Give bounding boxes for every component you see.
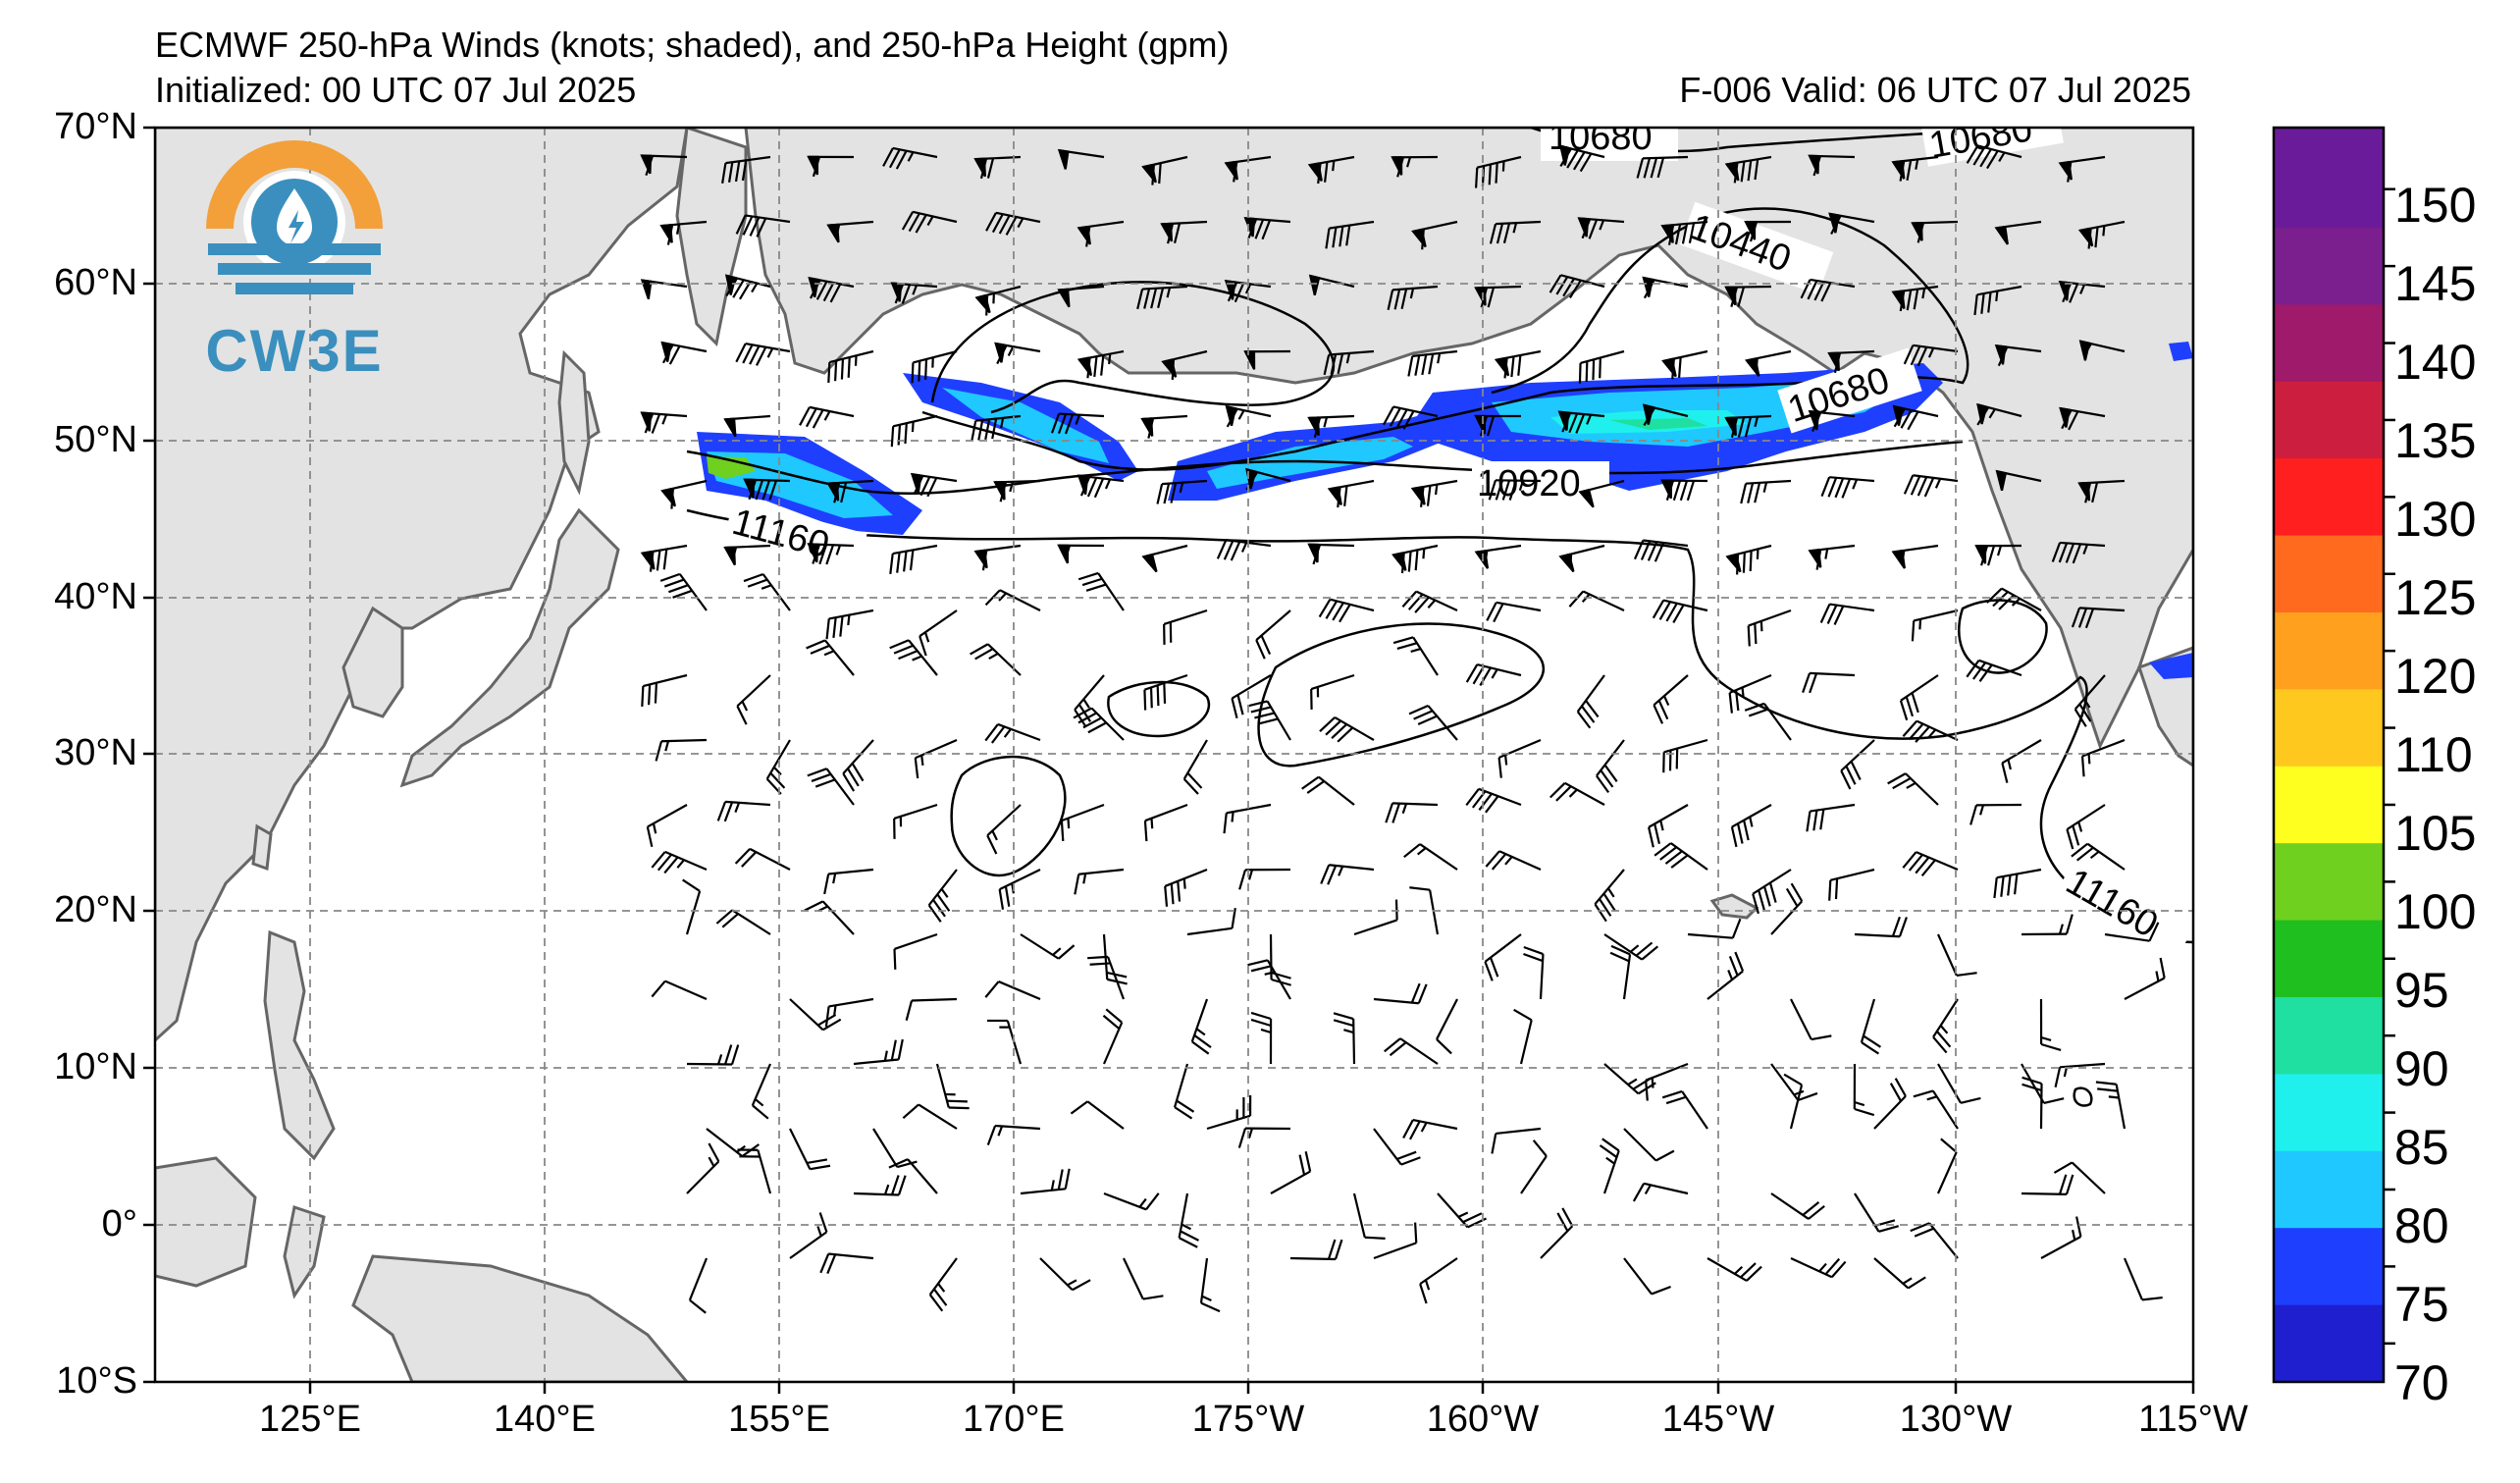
colorbar-label: 150 — [2394, 177, 2476, 234]
colorbar-swatch — [2274, 536, 2384, 613]
lon-label: 145°W — [1620, 1399, 1816, 1441]
lon-label: 155°E — [681, 1399, 877, 1441]
cw3e-logo: CW3E — [167, 116, 422, 381]
colorbar-swatch — [2274, 228, 2384, 305]
colorbar-label: 130 — [2394, 491, 2476, 548]
lat-label: 0° — [0, 1203, 137, 1245]
logo-text: CW3E — [167, 317, 422, 385]
lon-label: 125°E — [212, 1399, 408, 1441]
lat-label: 60°N — [0, 262, 137, 304]
lon-label: 175°W — [1150, 1399, 1346, 1441]
colorbar-swatch — [2274, 304, 2384, 382]
cw3e-water-drop-logo-icon — [167, 116, 422, 322]
colorbar-label: 75 — [2394, 1276, 2449, 1333]
lon-label: 130°W — [1858, 1399, 2054, 1441]
colorbar-swatch — [2274, 612, 2384, 690]
lat-label: 40°N — [0, 576, 137, 618]
colorbar-label: 135 — [2394, 412, 2476, 469]
colorbar-swatch — [2274, 1151, 2384, 1229]
colorbar-label: 70 — [2394, 1354, 2449, 1411]
lat-label: 20°N — [0, 889, 137, 931]
colorbar-swatch — [2274, 997, 2384, 1075]
colorbar-swatch — [2274, 843, 2384, 921]
colorbar-label: 80 — [2394, 1197, 2449, 1254]
colorbar-swatch — [2274, 151, 2384, 229]
colorbar-swatch — [2274, 767, 2384, 844]
lon-label: 160°W — [1385, 1399, 1581, 1441]
colorbar-swatch — [2274, 382, 2384, 459]
colorbar-swatch — [2274, 689, 2384, 767]
colorbar — [2274, 128, 2395, 1383]
taiwan-landmass — [253, 826, 271, 869]
colorbar-swatch — [2274, 1074, 2384, 1151]
colorbar-swatch — [2274, 1305, 2384, 1383]
colorbar-label: 105 — [2394, 805, 2476, 862]
colorbar-swatch — [2274, 921, 2384, 998]
lat-label: 30°N — [0, 732, 137, 774]
colorbar-swatch — [2274, 1228, 2384, 1305]
colorbar-label: 110 — [2394, 726, 2473, 783]
contour-label: 10920 — [1477, 463, 1581, 504]
colorbar-label: 145 — [2394, 255, 2476, 312]
lat-label: 50°N — [0, 419, 137, 461]
colorbar-label: 125 — [2394, 569, 2476, 626]
lon-label: 115°W — [2095, 1399, 2291, 1441]
colorbar-label: 140 — [2394, 334, 2476, 391]
lat-label: 10°N — [0, 1046, 137, 1088]
colorbar-swatch — [2274, 458, 2384, 536]
lat-label: 70°N — [0, 106, 137, 148]
colorbar-label: 85 — [2394, 1119, 2449, 1176]
lon-label: 140°E — [446, 1399, 643, 1441]
colorbar-label: 120 — [2394, 648, 2476, 705]
colorbar-swatch — [2274, 128, 2384, 152]
lon-label: 170°E — [916, 1399, 1112, 1441]
colorbar-label: 90 — [2394, 1040, 2449, 1097]
colorbar-label: 100 — [2394, 883, 2476, 940]
lat-label: 10°S — [0, 1360, 137, 1403]
colorbar-label: 95 — [2394, 962, 2449, 1019]
